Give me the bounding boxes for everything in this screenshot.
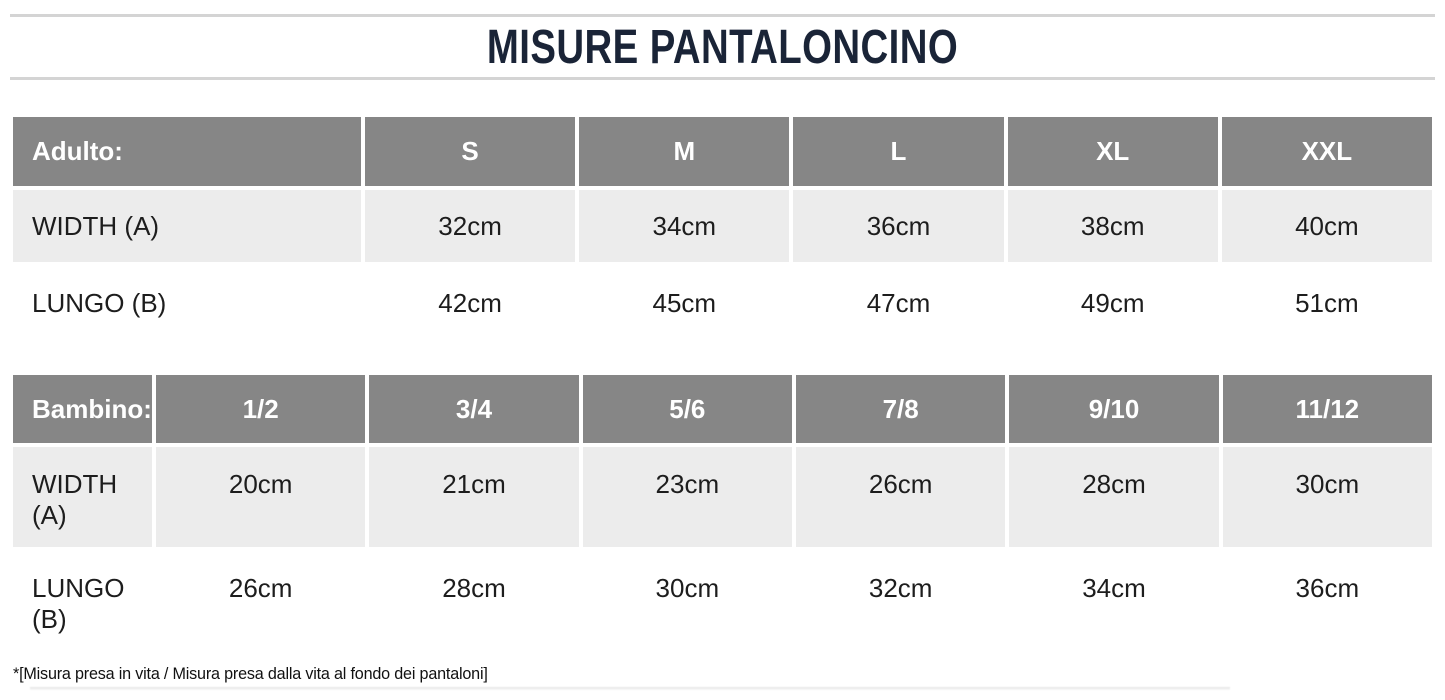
- value-cell: 34cm: [1009, 551, 1219, 647]
- title-section: MISURE PANTALONCINO: [10, 14, 1435, 80]
- value-cell: 40cm: [1221, 190, 1432, 262]
- size-column-header: XXL: [1221, 117, 1432, 186]
- value-cell: 45cm: [579, 266, 790, 340]
- value-cell: 42cm: [365, 266, 576, 340]
- size-column-header: 3/4: [369, 375, 579, 443]
- cropped-text-artifact: [30, 687, 1230, 690]
- page-title-text: MISURE PANTALONCINO: [486, 20, 959, 74]
- value-cell: 49cm: [1007, 266, 1218, 340]
- row-label-cell: LUNGO (B): [13, 551, 152, 647]
- value-cell: 30cm: [582, 551, 792, 647]
- size-column-header: 9/10: [1009, 375, 1219, 443]
- value-cell: 47cm: [793, 266, 1004, 340]
- value-cell: 28cm: [1009, 447, 1219, 547]
- row-label-cell: WIDTH (A): [13, 190, 361, 262]
- measurement-footnote: *[Misura presa in vita / Misura presa da…: [13, 664, 488, 683]
- value-cell: 38cm: [1007, 190, 1218, 262]
- value-cell: 20cm: [156, 447, 366, 547]
- value-cell: 34cm: [579, 190, 790, 262]
- top-divider: [10, 14, 1435, 17]
- size-column-header: 5/6: [582, 375, 792, 443]
- page-title: MISURE PANTALONCINO: [10, 17, 1435, 77]
- value-cell: 30cm: [1222, 447, 1432, 547]
- value-cell: 32cm: [365, 190, 576, 262]
- size-column-header: 1/2: [156, 375, 366, 443]
- value-cell: 26cm: [795, 447, 1006, 547]
- size-column-header: M: [579, 117, 790, 186]
- size-column-header: XL: [1007, 117, 1218, 186]
- value-cell: 32cm: [795, 551, 1006, 647]
- row-label-cell: LUNGO (B): [13, 266, 361, 340]
- size-column-header: S: [365, 117, 576, 186]
- size-column-header: 11/12: [1222, 375, 1432, 443]
- value-cell: 36cm: [793, 190, 1004, 262]
- table-corner-label: Bambino:: [13, 375, 152, 443]
- value-cell: 28cm: [369, 551, 579, 647]
- value-cell: 51cm: [1221, 266, 1432, 340]
- size-column-header: L: [793, 117, 1004, 186]
- value-cell: 36cm: [1222, 551, 1432, 647]
- title-bottom-divider: [10, 77, 1435, 80]
- value-cell: 26cm: [156, 551, 366, 647]
- size-column-header: 7/8: [795, 375, 1006, 443]
- row-label-cell: WIDTH (A): [13, 447, 152, 547]
- kids-size-table: Bambino: 1/2 3/4 5/6 7/8 9/10 11/12 WIDTH (A) 20…: [13, 375, 1432, 647]
- value-cell: 23cm: [582, 447, 792, 547]
- value-cell: 21cm: [369, 447, 579, 547]
- table-corner-label: Adulto:: [13, 117, 361, 186]
- adult-size-table: Adulto: S M L XL XXL WIDTH (A) 32cm 34cm 36cm 38cm…: [13, 117, 1432, 340]
